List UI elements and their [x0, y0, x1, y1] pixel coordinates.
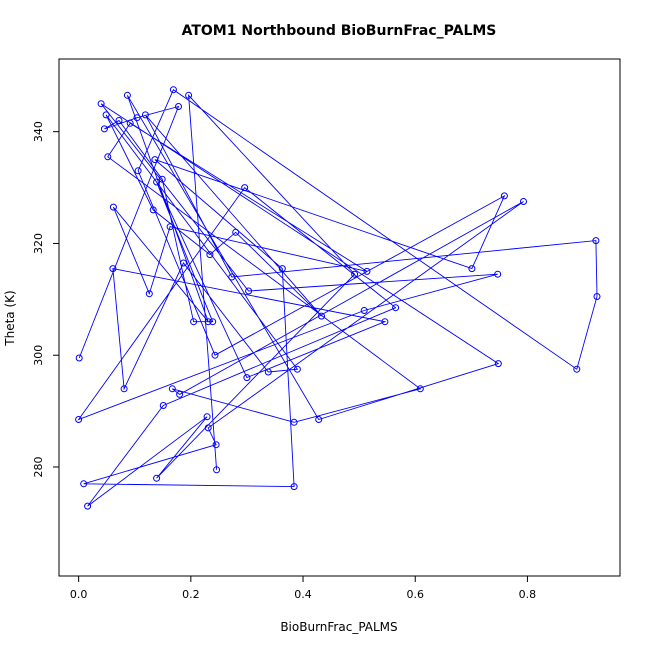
data-point — [175, 103, 182, 110]
data-point — [209, 318, 217, 326]
data-point — [190, 318, 198, 326]
data-point — [592, 237, 600, 245]
data-point — [109, 265, 117, 273]
data-point — [351, 270, 359, 278]
data-point — [212, 441, 220, 449]
data-point — [166, 223, 174, 231]
data-point — [180, 259, 187, 267]
data-point — [153, 178, 161, 186]
data-point — [381, 318, 389, 326]
data-point — [120, 385, 128, 393]
data-point — [102, 111, 110, 119]
data-point — [241, 184, 249, 192]
data-point — [204, 318, 212, 326]
y-tick-label: 340 — [32, 121, 45, 142]
data-point — [290, 418, 298, 426]
data-point — [232, 228, 240, 236]
data-point — [176, 390, 184, 398]
data-point — [133, 114, 141, 122]
data-point — [243, 374, 251, 382]
data-point — [145, 290, 153, 298]
data-point — [75, 354, 83, 362]
data-point — [360, 307, 368, 314]
data-point — [416, 385, 424, 393]
y-tick-label: 280 — [32, 457, 45, 478]
data-point — [228, 273, 236, 281]
x-tick-label: 0.8 — [519, 588, 537, 601]
data-point — [500, 192, 508, 200]
data-point — [169, 86, 177, 94]
data-point — [573, 365, 581, 373]
data-point — [75, 416, 83, 423]
data-point — [318, 312, 325, 320]
data-point — [468, 265, 476, 273]
data-point — [151, 156, 159, 164]
data-point — [206, 251, 214, 259]
data-point — [494, 360, 502, 368]
data-point — [104, 153, 112, 161]
data-point — [315, 416, 323, 423]
data-point — [84, 502, 92, 510]
x-tick-label: 0.6 — [406, 588, 424, 601]
data-point — [211, 351, 219, 359]
data-point — [278, 265, 286, 273]
y-axis: 280 300 320 340 — [32, 121, 60, 478]
data-point — [392, 304, 400, 312]
data-point — [520, 198, 527, 205]
data-point — [115, 117, 123, 124]
data-point — [264, 368, 272, 376]
data-point — [126, 119, 134, 127]
plot-frame — [58, 58, 621, 577]
data-point — [593, 293, 601, 300]
x-tick-label: 0.0 — [70, 588, 88, 601]
x-axis-label: BioBurnFrac_PALMS — [280, 620, 397, 634]
data-point — [204, 424, 212, 432]
data-point — [80, 480, 88, 488]
x-tick-label: 0.2 — [182, 588, 200, 601]
data-point — [109, 203, 117, 211]
data-point — [290, 483, 298, 491]
data-point — [185, 91, 193, 99]
data-point — [203, 413, 211, 421]
data-point — [494, 270, 502, 278]
data-point — [159, 402, 167, 409]
x-tick-label: 0.4 — [294, 588, 312, 601]
data-point — [134, 167, 142, 175]
series-line-0 — [77, 89, 598, 507]
data-point — [363, 267, 371, 275]
series-layer — [75, 86, 601, 510]
y-axis-label: Theta (K) — [3, 290, 17, 346]
data-point — [100, 125, 108, 133]
y-tick-label: 320 — [32, 233, 45, 254]
x-axis: 0.0 0.2 0.4 0.6 0.8 — [70, 575, 537, 601]
data-point — [168, 385, 176, 393]
data-point — [293, 365, 301, 373]
data-point — [123, 91, 131, 99]
data-point — [97, 100, 105, 108]
chart-title: ATOM1 Northbound BioBurnFrac_PALMS — [182, 23, 497, 39]
data-point — [149, 206, 157, 214]
data-point — [245, 287, 253, 295]
data-point — [153, 474, 161, 482]
data-point — [141, 111, 149, 119]
data-point — [158, 175, 166, 183]
y-tick-label: 300 — [32, 345, 45, 366]
data-point — [213, 466, 221, 474]
